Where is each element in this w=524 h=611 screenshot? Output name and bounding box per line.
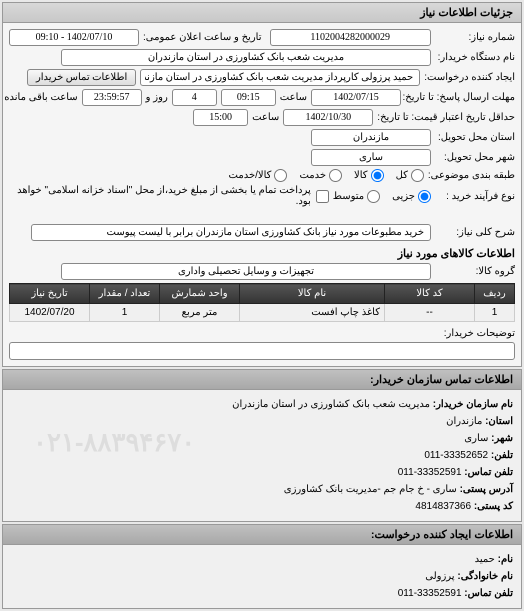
group-label: گروه کالا:	[435, 266, 515, 277]
cell-row: 1	[475, 304, 515, 322]
cat-goods-service-option[interactable]: کالا/خدمت	[229, 169, 288, 182]
need-number-input[interactable]	[270, 29, 432, 46]
buyer-org-input[interactable]	[61, 49, 431, 66]
req-phone-label: تلفن تماس:	[464, 588, 513, 599]
contact-province-label: استان:	[485, 416, 513, 427]
goods-table: ردیف کد کالا نام کالا واحد شمارش تعداد /…	[9, 283, 515, 322]
need-details-panel: جزئیات اطلاعات نیاز شماره نیاز: تاریخ و …	[2, 2, 522, 367]
th-name: نام کالا	[240, 284, 385, 304]
org-name-value: مدیریت شعب بانک کشاورزی در استان مازندرا…	[232, 399, 430, 410]
province-input[interactable]	[311, 129, 431, 146]
validity-label: حداقل تاریخ اعتبار قیمت: تا تاریخ:	[377, 112, 515, 123]
remain-label: ساعت باقی مانده	[4, 92, 77, 103]
cat-service-option[interactable]: خدمت	[299, 169, 342, 182]
deadline-date-input[interactable]	[311, 89, 401, 106]
cell-qty: 1	[90, 304, 160, 322]
days-remaining-input	[172, 89, 217, 106]
org-name-label: نام سازمان خریدار:	[433, 399, 513, 410]
desc-label: شرح کلی نیاز:	[435, 227, 515, 238]
contact-city-value: ساری	[464, 433, 488, 444]
contact-province-value: مازندران	[446, 416, 482, 427]
contact-fax-value: 011-33352591	[398, 467, 462, 478]
need-number-label: شماره نیاز:	[435, 32, 515, 43]
requester-contact-panel: اطلاعات ایجاد کننده درخواست: نام: حمید ن…	[2, 524, 522, 609]
cell-code: --	[385, 304, 475, 322]
validity-date-input[interactable]	[283, 109, 373, 126]
contact-address-value: ساری - خ جام جم -مدیریت بانک کشاورزی	[284, 484, 457, 495]
req-name-value: حمید	[475, 554, 495, 565]
requester-input[interactable]	[140, 69, 420, 86]
cell-unit: متر مربع	[160, 304, 240, 322]
buyer-contact-header: اطلاعات تماس سازمان خریدار:	[3, 370, 521, 390]
buyer-notes-box[interactable]	[9, 342, 515, 360]
requester-label: ایجاد کننده درخواست:	[424, 72, 515, 83]
category-radio-group: کل کالا خدمت کالا/خدمت	[229, 169, 424, 182]
req-name-label: نام:	[498, 554, 513, 565]
need-details-header: جزئیات اطلاعات نیاز	[3, 3, 521, 23]
th-code: کد کالا	[385, 284, 475, 304]
validity-time-input[interactable]	[193, 109, 248, 126]
table-row[interactable]: 1 -- کاغذ چاپ افست متر مربع 1 1402/07/20	[10, 304, 515, 322]
cat-goods-option[interactable]: کالا	[354, 169, 384, 182]
treasury-checkbox-row[interactable]: پرداخت تمام یا بخشی از مبلغ خرید،از محل …	[9, 185, 329, 207]
req-family-value: پرزولی	[425, 571, 454, 582]
th-unit: واحد شمارش	[160, 284, 240, 304]
treasury-checkbox[interactable]	[316, 190, 329, 203]
buyer-contact-button[interactable]: اطلاعات تماس خریدار	[27, 69, 136, 86]
group-input[interactable]	[61, 263, 431, 280]
province-label: استان محل تحویل:	[435, 132, 515, 143]
proc-medium-option[interactable]: متوسط	[333, 190, 380, 203]
contact-address-label: آدرس پستی:	[460, 484, 513, 495]
requester-contact-header: اطلاعات ایجاد کننده درخواست:	[3, 525, 521, 545]
req-phone-value: 011-33352591	[398, 588, 462, 599]
days-label: روز و	[146, 92, 168, 103]
goods-section-title: اطلاعات کالاهای مورد نیاز	[9, 247, 515, 260]
buyer-org-label: نام دستگاه خریدار:	[435, 52, 515, 63]
announce-datetime-input[interactable]	[9, 29, 139, 46]
contact-postal-label: کد پستی:	[474, 501, 513, 512]
city-input[interactable]	[311, 149, 431, 166]
city-label: شهر محل تحویل:	[435, 152, 515, 163]
treasury-note: پرداخت تمام یا بخشی از مبلغ خرید،از محل …	[9, 185, 311, 207]
desc-input[interactable]	[31, 224, 431, 241]
process-radio-group: جزیی متوسط	[333, 190, 431, 203]
cat-all-option[interactable]: کل	[396, 169, 424, 182]
contact-phone-label: تلفن:	[491, 450, 513, 461]
cell-date: 1402/07/20	[10, 304, 90, 322]
req-family-label: نام خانوادگی:	[457, 571, 513, 582]
th-qty: تعداد / مقدار	[90, 284, 160, 304]
time-remaining-input	[82, 89, 142, 106]
cell-name: کاغذ چاپ افست	[240, 304, 385, 322]
th-row: ردیف	[475, 284, 515, 304]
contact-city-label: شهر:	[491, 433, 513, 444]
th-date: تاریخ نیاز	[10, 284, 90, 304]
buyer-notes-label: توضیحات خریدار:	[435, 328, 515, 339]
deadline-time-input[interactable]	[221, 89, 276, 106]
category-label: طبقه بندی موضوعی:	[428, 170, 515, 181]
contact-phone-value: 011-33352652	[424, 450, 488, 461]
time-label-2: ساعت	[252, 112, 279, 123]
time-label-1: ساعت	[280, 92, 307, 103]
deadline-label: مهلت ارسال پاسخ: تا تاریخ:	[405, 92, 515, 103]
proc-minor-option[interactable]: جزیی	[392, 190, 431, 203]
table-header-row: ردیف کد کالا نام کالا واحد شمارش تعداد /…	[10, 284, 515, 304]
buyer-contact-panel: اطلاعات تماس سازمان خریدار: ۰۲۱-۸۸۳۹۴۶۷۰…	[2, 369, 522, 522]
contact-postal-value: 4814837366	[415, 501, 471, 512]
announce-label: تاریخ و ساعت اعلان عمومی:	[143, 32, 262, 43]
process-label: نوع فرآیند خرید :	[435, 191, 515, 202]
contact-fax-label: تلفن تماس:	[464, 467, 513, 478]
